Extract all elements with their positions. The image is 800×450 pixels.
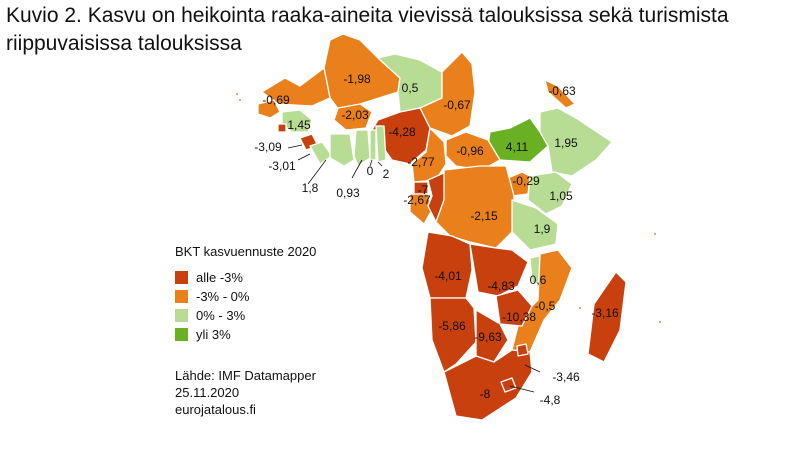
- legend-label: 0% - 3%: [196, 308, 246, 323]
- country-value-label: -2,03: [341, 108, 369, 122]
- country-value-label: 0,6: [530, 273, 547, 287]
- country-value-label: 1,9: [534, 222, 551, 236]
- country-value-label: -3,46: [552, 370, 580, 384]
- leader-line: [524, 364, 541, 373]
- country-value-label: -0,96: [456, 144, 484, 158]
- legend-label: -3% - 0%: [196, 289, 250, 304]
- chart-title: Kuvio 2. Kasvu on heikointa raaka-aineit…: [6, 4, 729, 55]
- country-value-label: -2,77: [407, 155, 435, 169]
- angola-region: [421, 231, 473, 299]
- country-value-label: -0,63: [548, 84, 576, 98]
- togo-region: [369, 129, 377, 161]
- car-region: [445, 131, 501, 171]
- country-value-label: -3,01: [268, 159, 296, 173]
- country-value-label: -3,16: [591, 306, 619, 320]
- ghana-region: [353, 129, 371, 167]
- south-africa-region: [443, 349, 533, 421]
- legend-title: BKT kasvuennuste 2020: [175, 244, 317, 259]
- country-value-label: -4,8: [540, 393, 561, 407]
- zambia-region: [469, 243, 529, 297]
- country-value-label: -8: [480, 387, 491, 401]
- mauritania-region: [261, 67, 331, 107]
- country-value-label: -4,01: [434, 269, 462, 283]
- eswatini-region: [516, 343, 529, 357]
- country-value-label: 0,5: [402, 81, 419, 95]
- country-value-label: -0,69: [262, 93, 290, 107]
- legend-item-below-minus3: alle -3%: [175, 268, 316, 287]
- kenya-region: [527, 171, 573, 215]
- legend-swatch: [175, 309, 188, 322]
- cote-divoire-region: [329, 133, 355, 167]
- island-marker: [657, 319, 663, 325]
- chad-region: [419, 51, 476, 137]
- lesotho-region: [500, 377, 517, 393]
- island-marker: [234, 91, 240, 97]
- namibia-region: [429, 297, 477, 373]
- legend-label: yli 3%: [196, 327, 231, 342]
- leader-line: [297, 153, 311, 161]
- country-value-label: -5,86: [438, 319, 466, 333]
- legend-swatch: [175, 271, 188, 284]
- country-value-label: -2,67: [403, 193, 431, 207]
- legend-swatch: [175, 290, 188, 303]
- source-note: Lähde: IMF Datamapper 25.11.2020 eurojat…: [175, 367, 316, 418]
- leader-line: [509, 385, 535, 393]
- leader-line: [369, 159, 373, 167]
- country-value-label: 1,05: [549, 189, 573, 203]
- senegal-region: [257, 99, 281, 119]
- country-value-label: -4,83: [487, 279, 515, 293]
- benin-region: [375, 125, 387, 163]
- country-value-label: 0: [367, 164, 374, 178]
- legend-label: alle -3%: [196, 270, 243, 285]
- liberia-region: [309, 141, 333, 165]
- gabon-region: [409, 193, 433, 225]
- country-value-label: 1,8: [302, 181, 319, 195]
- country-value-label: -9,63: [474, 330, 502, 344]
- island-marker: [652, 231, 658, 237]
- leader-line: [287, 144, 303, 149]
- legend: BKT kasvuennuste 2020 alle -3% -3% - 0% …: [175, 244, 316, 344]
- island-marker: [237, 97, 243, 103]
- country-value-label: 4,11: [506, 140, 529, 154]
- eritrea-region: [544, 79, 576, 109]
- source-site: eurojatalous.fi: [175, 402, 256, 417]
- country-value-label: -4,28: [388, 125, 416, 139]
- country-value-label: -7: [418, 183, 429, 197]
- country-value-label: 1,95: [554, 136, 578, 150]
- country-value-label: -0,5: [535, 299, 556, 313]
- country-value-label: -1,98: [343, 72, 371, 86]
- legend-item-above3: yli 3%: [175, 325, 316, 344]
- country-value-label: -3,09: [254, 140, 282, 154]
- burkina-region: [333, 103, 373, 131]
- source-date: 25.11.2020: [175, 385, 240, 400]
- ethiopia-region: [539, 107, 613, 177]
- legend-item-0-to-3: 0% - 3%: [175, 306, 316, 325]
- country-value-label: 2: [383, 167, 390, 181]
- botswana-region: [475, 309, 509, 363]
- country-value-label: -2,15: [470, 209, 498, 223]
- legend-swatch: [175, 328, 188, 341]
- country-value-label: 1,45: [287, 118, 311, 132]
- leader-line: [377, 161, 383, 167]
- zimbabwe-region: [495, 289, 533, 327]
- country-value-label: -0,29: [512, 174, 540, 188]
- source-line: Lähde: IMF Datamapper: [175, 368, 316, 383]
- leader-line: [351, 159, 363, 179]
- leader-line: [307, 159, 327, 185]
- country-value-label: -0,67: [443, 98, 471, 112]
- country-value-label: 0,93: [336, 186, 360, 200]
- madagascar-region: [587, 271, 627, 363]
- legend-item-minus3-to-0: -3% - 0%: [175, 287, 316, 306]
- island-marker: [577, 305, 583, 311]
- country-value-label: -10,38: [502, 310, 536, 324]
- guinea-bissau-region: [277, 123, 287, 133]
- tanzania-region: [511, 199, 559, 251]
